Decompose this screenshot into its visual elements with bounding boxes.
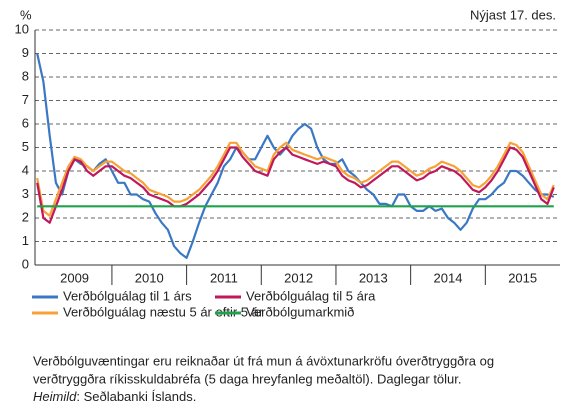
y-tick-label: 7 [22,92,29,107]
series-line [36,146,555,224]
legend-label: Verðbólguálag næstu 5 ár eftir 5 ár [63,304,264,319]
x-tick-label: 2009 [60,270,89,285]
x-tick-label: 2010 [135,270,164,285]
legend-label: Verðbólguálag til 5 ára [246,288,376,303]
y-tick-label: 0 [22,256,29,271]
series-line [36,53,555,259]
source: Heimild: Seðlabanki Íslands. [33,389,196,404]
x-tick-label: 2011 [210,270,238,285]
y-tick-label: 8 [22,68,29,83]
x-tick-label: 2014 [434,270,463,285]
y-tick-label: 5 [22,139,29,154]
legend-label: Verðbólgumarkmið [246,304,354,319]
source-label: Heimild [33,389,77,404]
note: Verðbólguvæntingar eru reiknaðar út frá … [33,353,494,368]
y-tick-label: 2 [22,209,29,224]
x-tick-label: 2012 [284,270,313,285]
y-unit: % [20,7,32,22]
x-tick-label: 2013 [359,270,388,285]
y-tick-label: 10 [15,21,29,36]
y-tick-label: 1 [22,233,29,248]
source-text: : Seðlabanki Íslands. [76,389,196,404]
y-tick-label: 6 [22,115,29,130]
y-tick-label: 3 [22,186,29,201]
annotation: Nýjast 17. des. [470,7,556,22]
series-line [36,141,555,217]
legend-label: Verðbólguálag til 1 árs [63,288,192,303]
y-tick-label: 9 [22,45,29,60]
y-tick-label: 4 [22,162,29,177]
x-tick-label: 2015 [508,270,537,285]
note: verðtryggðra ríkisskuldabréfa (5 daga hr… [33,371,462,386]
